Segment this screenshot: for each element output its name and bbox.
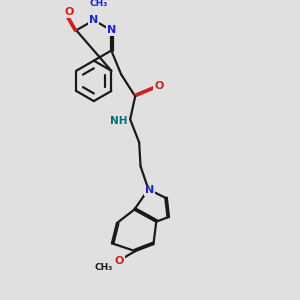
Text: N: N [107,25,116,35]
Text: N: N [89,15,98,25]
Text: CH₃: CH₃ [90,0,108,8]
Text: NH: NH [110,116,127,126]
Text: N: N [145,185,154,195]
Text: O: O [65,7,74,17]
Text: O: O [154,81,164,91]
Text: O: O [114,256,124,266]
Text: CH₃: CH₃ [94,263,112,272]
